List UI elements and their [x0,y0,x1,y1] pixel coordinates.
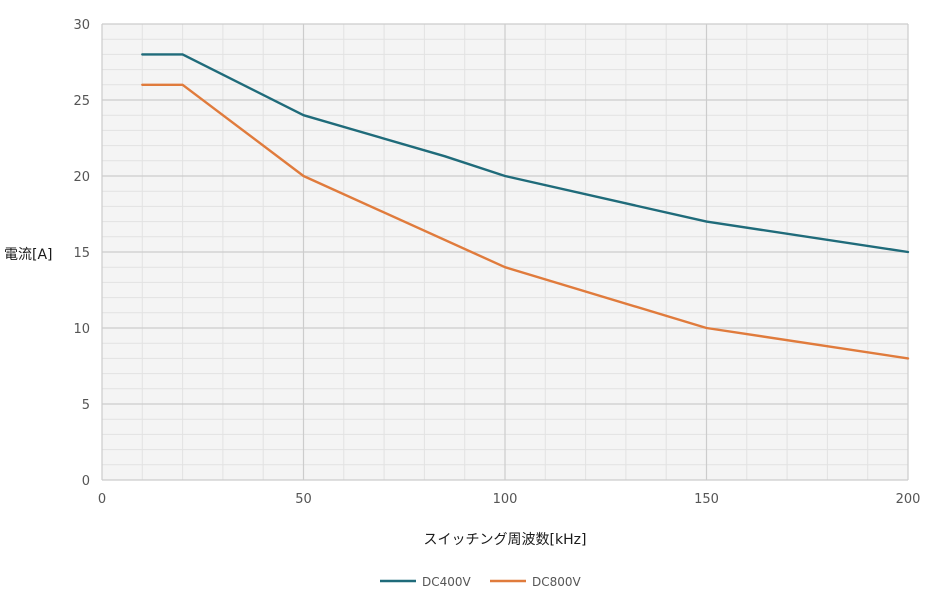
y-tick-label: 0 [82,474,90,489]
series-layer [141,53,910,360]
major-grid [101,23,909,481]
x-tick-label: 200 [896,492,921,507]
series-line-dc800v [141,83,910,360]
x-axis-label: スイッチング周波数[kHz] [424,532,587,548]
y-tick-label: 5 [82,398,90,413]
x-tick-label: 100 [493,492,518,507]
y-tick-label: 30 [73,18,90,33]
y-axis-ticks: 0 5 10 15 20 25 30 [73,18,90,489]
legend-label-dc800v: DC800V [532,575,582,589]
series-line-dc400v [141,53,910,254]
y-tick-label: 10 [73,322,90,337]
x-tick-label: 150 [694,492,719,507]
x-tick-label: 0 [98,492,106,507]
y-axis-label: 電流[A] [4,247,53,263]
x-tick-label: 50 [295,492,312,507]
y-tick-label: 20 [73,170,90,185]
y-tick-label: 25 [73,94,90,109]
y-tick-label: 15 [73,246,90,261]
legend-label-dc400v: DC400V [422,575,472,589]
x-axis-ticks: 0 50 100 150 200 [98,492,921,507]
legend: DC400V DC800V [380,575,582,589]
